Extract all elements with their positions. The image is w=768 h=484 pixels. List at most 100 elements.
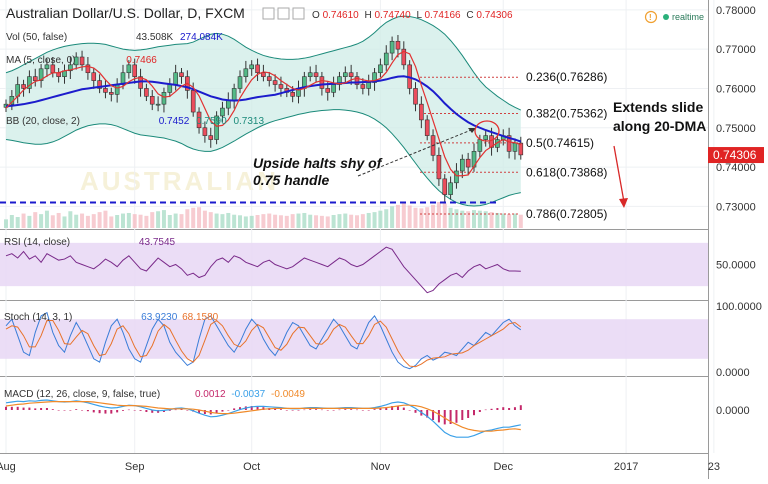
candle-body — [196, 111, 202, 129]
volume-bar — [85, 215, 90, 228]
candle-body — [50, 64, 56, 74]
macd-hist-bar — [69, 410, 72, 411]
price-tick-label: 0.74000 — [716, 162, 756, 174]
volume-bar — [214, 213, 219, 228]
close-icon[interactable] — [292, 7, 305, 20]
volume-bar — [296, 213, 301, 228]
volume-bar — [378, 210, 383, 228]
candle-body — [448, 182, 453, 195]
volume-bar — [284, 215, 289, 228]
settings-icon[interactable] — [277, 7, 290, 20]
macd-hist-bar — [274, 408, 277, 410]
volume-bar — [249, 215, 254, 228]
volume-bar — [489, 212, 494, 228]
volume-bar — [202, 210, 207, 228]
legend-buttons[interactable] — [262, 7, 305, 20]
slide-annotation-line2: along 20-DMA — [613, 118, 706, 134]
candle-body — [179, 72, 184, 77]
macd-hist-bar — [443, 410, 446, 425]
candle-body — [506, 135, 512, 152]
candle-body — [342, 72, 348, 77]
volume-bar — [191, 207, 196, 228]
time-tick-label: Oct — [243, 461, 260, 473]
candle-body — [266, 76, 272, 81]
candle-body — [354, 76, 360, 85]
macd-hist-bar — [291, 410, 294, 411]
time-tick-label: Aug — [0, 461, 16, 473]
candle-body — [261, 72, 266, 77]
time-tick-label: Nov — [371, 461, 391, 473]
candle-body — [243, 68, 249, 77]
stoch-tick-label: 100.0000 — [716, 301, 762, 313]
candle-body — [79, 56, 85, 66]
candle-body — [149, 96, 155, 105]
volume-bar — [97, 212, 102, 228]
warning-icon[interactable] — [644, 10, 658, 24]
macd-line — [5, 399, 521, 438]
volume-bar — [167, 215, 172, 228]
fib-label: 0.236(0.76286) — [526, 70, 607, 84]
bb-upper-line — [5, 15, 522, 111]
volume-bar — [132, 214, 137, 228]
candle-body — [389, 40, 395, 54]
volume-bar — [115, 215, 120, 228]
candle-body — [366, 82, 372, 89]
vol-legend: Vol (50, false) 43.508K 274.084K — [6, 32, 223, 43]
volume-bar — [454, 209, 459, 228]
volume-bar — [413, 207, 418, 228]
candle-body — [518, 142, 524, 156]
time-tick-label: 2017 — [614, 461, 638, 473]
macd-hist-bar — [408, 410, 411, 411]
candle-body — [454, 170, 459, 184]
volume-bar — [50, 215, 55, 228]
rsi-line — [5, 246, 521, 294]
candle-body — [220, 107, 225, 117]
macd-hist-bar — [320, 409, 323, 411]
macd-hist-bar — [473, 410, 475, 416]
fibonacci-levels: 0.236(0.76286) 0.382(0.75362) 0.5(0.74615)… — [420, 70, 607, 221]
candle-body — [337, 76, 342, 85]
candle-body — [32, 76, 38, 81]
macd-hist-bar — [250, 406, 253, 410]
candle-body — [442, 178, 448, 195]
macd-hist-bar — [133, 410, 136, 411]
volume-bar — [56, 212, 61, 228]
macd-hist-bar — [449, 410, 452, 424]
volume-bar — [337, 214, 342, 228]
macd-hist-bar — [356, 409, 358, 411]
macd-hist-bar — [303, 409, 306, 411]
volume-bar — [466, 211, 471, 228]
macd-hist-bar — [116, 410, 119, 413]
volume-bar — [21, 213, 26, 228]
volume-bar — [15, 217, 20, 228]
signal-line — [5, 401, 521, 432]
macd-hist-bar — [22, 407, 25, 410]
volume-bar — [425, 207, 430, 228]
volume-bar — [103, 210, 108, 228]
volume-bar — [255, 215, 260, 228]
rsi-tick-label: 50.0000 — [716, 260, 756, 272]
price-tick-label: 0.75000 — [716, 123, 756, 135]
candle-body — [161, 92, 167, 105]
rsi-legend: RSI (14, close) 43.7545 — [4, 237, 176, 248]
macd-hist-bar — [285, 410, 288, 411]
candle-body — [190, 90, 196, 113]
volume-bar — [80, 213, 85, 228]
volume-bar — [144, 215, 149, 228]
volume-bar — [390, 206, 395, 228]
candle-body — [372, 72, 377, 83]
eye-icon[interactable] — [262, 7, 275, 20]
candle-body — [436, 154, 442, 180]
volume-bar — [442, 203, 447, 228]
candle-body — [21, 84, 26, 89]
macd-hist-bar — [426, 410, 429, 418]
macd-hist-bar — [367, 410, 370, 411]
trend-annotation-arrowhead — [468, 128, 476, 133]
candle-body — [97, 80, 102, 89]
stoch-d-line — [5, 319, 522, 368]
macd-hist-bar — [75, 409, 78, 410]
macd-hist-bar — [98, 410, 101, 414]
macd-hist-bar — [350, 409, 353, 410]
volume-bar — [472, 210, 476, 228]
